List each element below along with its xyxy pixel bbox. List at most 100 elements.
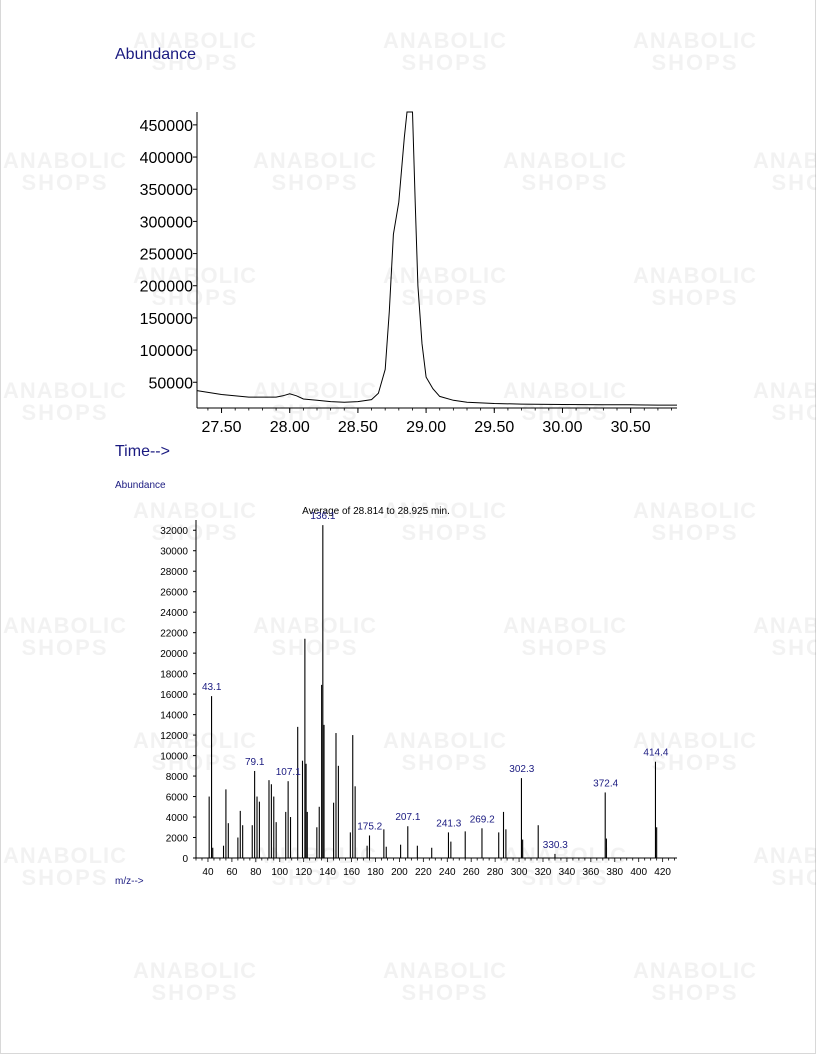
watermark-line2: SHOPS (151, 980, 239, 1005)
watermark-line2: SHOPS (151, 50, 239, 75)
tic-x-tick-label: 28.50 (338, 419, 378, 436)
ms-x-tick-label: 320 (535, 867, 552, 878)
ms-peak-label: 269.2 (470, 814, 495, 825)
ms-peak-label: 136.1 (310, 511, 335, 522)
tic-y-tick-label: 400000 (140, 150, 193, 167)
watermark-line1: ANABOLIC (382, 28, 508, 53)
ms-x-axis-label: m/z--> (115, 876, 144, 887)
watermark-line2: SHOPS (401, 520, 489, 545)
watermark-line1: ANABOLIC (632, 263, 758, 288)
watermark-line2: SHOPS (271, 170, 359, 195)
watermark-line1: ANABOLIC (632, 498, 758, 523)
ms-y-tick-label: 0 (182, 854, 188, 865)
watermark-line1: ANABOLIC (752, 378, 816, 403)
watermark-line1: ANABOLIC (252, 843, 378, 868)
watermark-line2: SHOPS (271, 635, 359, 660)
ms-y-tick-label: 14000 (160, 711, 188, 722)
watermark-line1: ANABOLIC (752, 148, 816, 173)
ms-x-tick-label: 380 (606, 867, 623, 878)
watermark-line2: SHOPS (651, 520, 739, 545)
ms-y-tick-label: 8000 (166, 772, 189, 783)
tic-y-tick-label: 350000 (140, 182, 193, 199)
watermark-line1: ANABOLIC (382, 263, 508, 288)
watermark-line1: ANABOLIC (2, 843, 128, 868)
ms-x-tick-label: 200 (391, 867, 408, 878)
tic-trace (196, 111, 677, 406)
watermark-line1: ANABOLIC (132, 728, 258, 753)
tic-y-tick-label: 50000 (149, 375, 194, 392)
watermark-line1: ANABOLIC (382, 728, 508, 753)
watermark-line2: SHOPS (151, 520, 239, 545)
watermark-line2: SHOPS (521, 865, 609, 890)
ms-y-tick-label: 16000 (160, 690, 188, 701)
ms-peak-label: 79.1 (245, 757, 265, 768)
ms-peak-label: 207.1 (395, 812, 420, 823)
watermark-line2: SHOPS (521, 170, 609, 195)
watermark-line1: ANABOLIC (132, 958, 258, 983)
watermark-line1: ANABOLIC (132, 28, 258, 53)
watermark-line1: ANABOLIC (502, 148, 628, 173)
ms-y-tick-label: 24000 (160, 608, 188, 619)
watermark-line2: SHOPS (771, 170, 816, 195)
tic-y-tick-label: 450000 (140, 118, 193, 135)
ms-y-tick-label: 28000 (160, 567, 188, 578)
watermark-line2: SHOPS (771, 400, 816, 425)
tic-y-tick-label: 100000 (140, 343, 193, 360)
ms-y-tick-label: 18000 (160, 670, 188, 681)
ms-y-tick-label: 26000 (160, 588, 188, 599)
watermark-line2: SHOPS (521, 635, 609, 660)
ms-y-tick-label: 12000 (160, 731, 188, 742)
ms-x-tick-label: 140 (319, 867, 336, 878)
tic-x-tick-label: 30.00 (542, 419, 582, 436)
watermark-line1: ANABOLIC (2, 148, 128, 173)
ms-peak-label: 107.1 (276, 767, 301, 778)
ms-x-tick-label: 300 (511, 867, 528, 878)
ms-peak-label: 43.1 (202, 682, 222, 693)
watermark-line2: SHOPS (651, 50, 739, 75)
watermark-line2: SHOPS (651, 980, 739, 1005)
tic-x-axis-label: Time--> (115, 443, 170, 460)
watermark-line2: SHOPS (401, 750, 489, 775)
watermark-line2: SHOPS (271, 865, 359, 890)
ms-y-tick-label: 6000 (166, 793, 189, 804)
tic-y-axis-label: Abundance (115, 46, 196, 63)
ms-peak-label: 372.4 (593, 778, 618, 789)
tic-y-tick-label: 250000 (140, 247, 193, 264)
tic-y-tick-label: 150000 (140, 311, 193, 328)
ms-x-tick-label: 180 (367, 867, 384, 878)
watermark-line1: ANABOLIC (502, 843, 628, 868)
watermark-line1: ANABOLIC (752, 843, 816, 868)
watermark-line2: SHOPS (401, 980, 489, 1005)
ms-x-tick-label: 340 (559, 867, 576, 878)
ms-peak-label: 241.3 (436, 818, 461, 829)
ms-x-tick-label: 420 (654, 867, 671, 878)
ms-x-tick-label: 260 (463, 867, 480, 878)
ms-x-tick-label: 400 (630, 867, 647, 878)
ms-peak-label: 302.3 (509, 764, 534, 775)
watermark-line1: ANABOLIC (632, 728, 758, 753)
watermark-line2: SHOPS (401, 285, 489, 310)
watermark-line2: SHOPS (271, 400, 359, 425)
watermark-line1: ANABOLIC (502, 613, 628, 638)
watermark-line1: ANABOLIC (252, 613, 378, 638)
ms-x-tick-label: 360 (583, 867, 600, 878)
ms-x-tick-label: 60 (226, 867, 238, 878)
